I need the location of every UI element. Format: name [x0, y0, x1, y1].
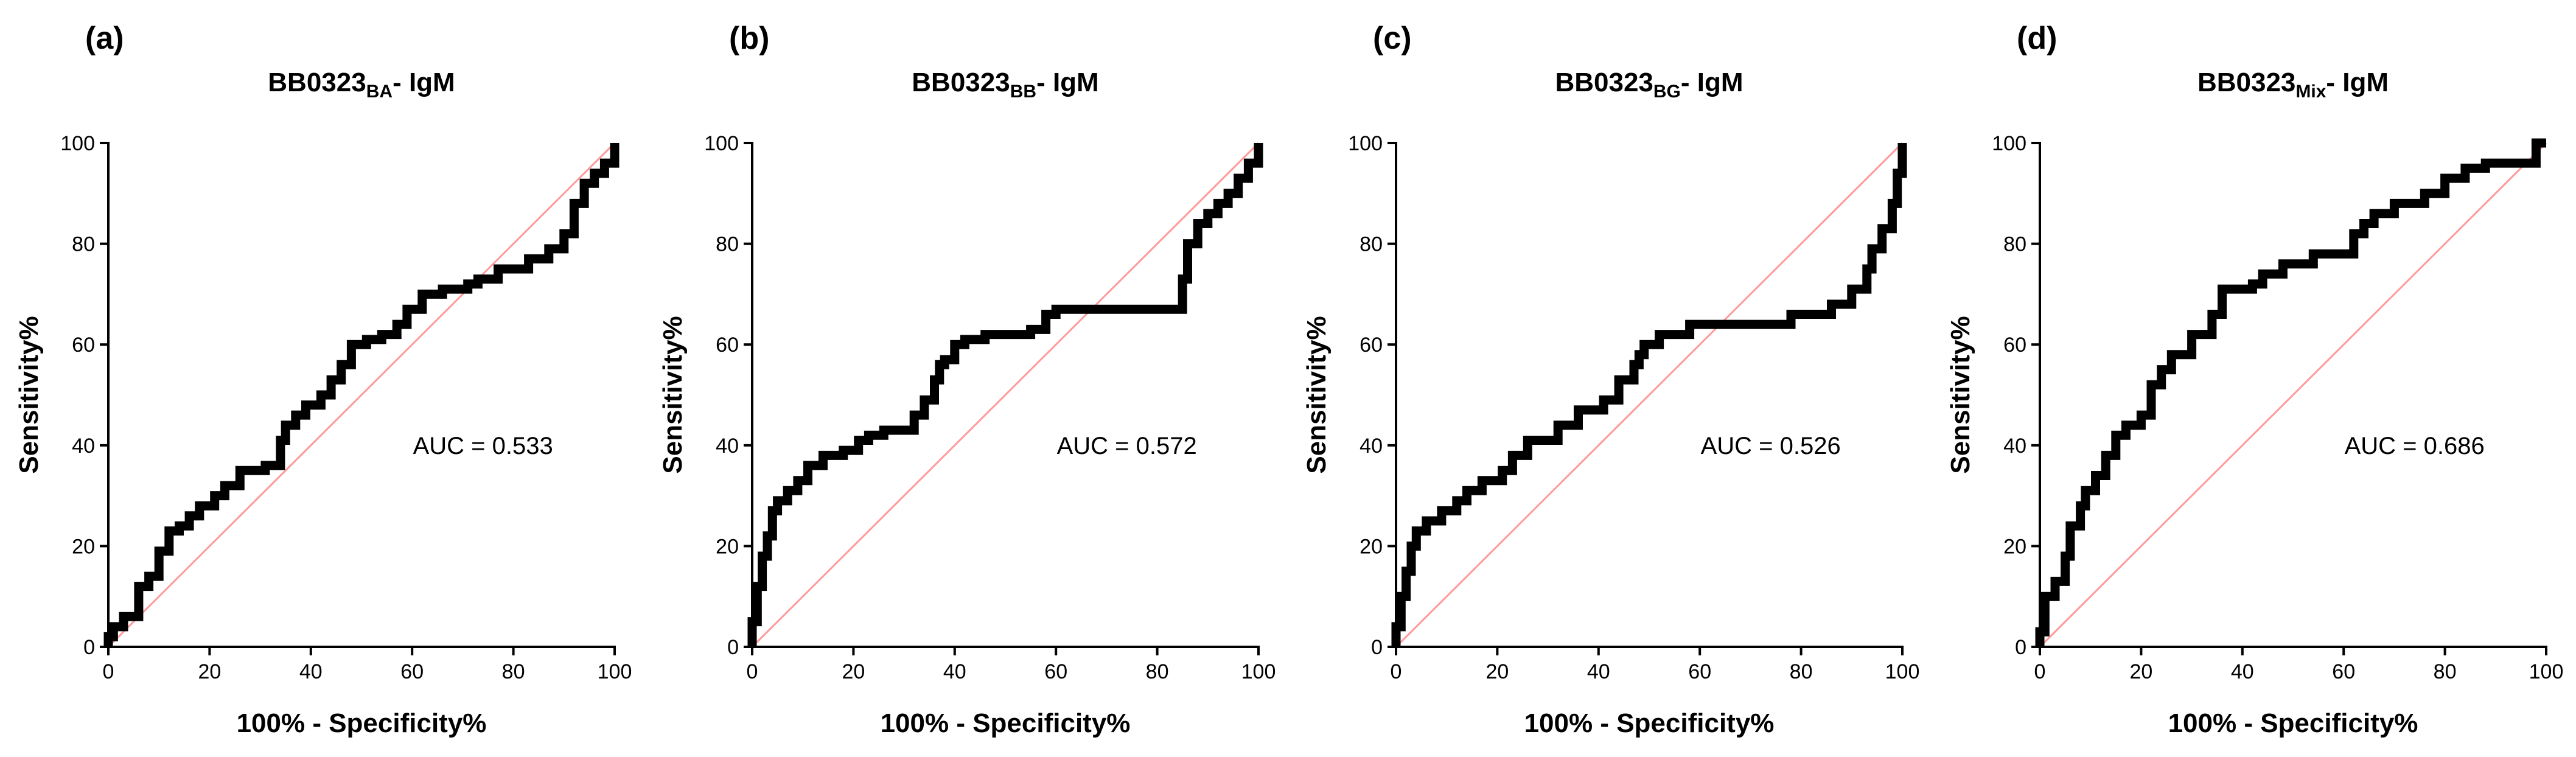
y-tick-label: 0 — [727, 636, 739, 659]
y-tick-label: 20 — [72, 535, 95, 558]
y-tick-label: 40 — [716, 434, 739, 458]
auc-annotation: AUC = 0.686 — [2345, 433, 2485, 459]
y-axis-title: Sensitivity% — [1302, 316, 1332, 473]
y-tick-label: 100 — [1348, 132, 1383, 155]
x-tick-label: 80 — [1146, 660, 1169, 683]
roc-panel-3: (c) BB0323BG- IgM 0 20 40 60 80 100 0 20 40 60 80 100… — [1302, 21, 1919, 738]
x-axis-title: 100% - Specificity% — [881, 708, 1131, 738]
x-tick-label: 100 — [598, 660, 632, 683]
auc-annotation: AUC = 0.572 — [1057, 433, 1197, 459]
y-tick-label: 0 — [1371, 636, 1383, 659]
x-tick-label: 20 — [198, 660, 221, 683]
y-tick-label: 60 — [2003, 333, 2026, 357]
reference-diagonal-line — [107, 142, 616, 648]
y-tick-label: 80 — [72, 233, 95, 256]
chart-title-prefix: BB0323 — [268, 68, 366, 97]
y-tick-label: 40 — [2003, 434, 2026, 458]
x-tick-label: 60 — [1044, 660, 1067, 683]
y-tick-label: 40 — [72, 434, 95, 458]
x-tick-label: 20 — [1485, 660, 1509, 683]
y-tick-label: 0 — [83, 636, 95, 659]
x-axis-title: 100% - Specificity% — [1524, 708, 1775, 738]
reference-diagonal-line — [751, 142, 1260, 648]
y-tick-label: 60 — [1360, 333, 1383, 357]
panel-label: (b) — [729, 21, 769, 56]
y-tick-label: 100 — [60, 132, 95, 155]
x-tick-label: 80 — [1790, 660, 1813, 683]
y-tick-label: 20 — [1360, 535, 1383, 558]
chart-title-subscript: BB — [1010, 82, 1036, 102]
x-tick-label: 0 — [747, 660, 758, 683]
roc-panel-2: (b) BB0323BB- IgM 0 20 40 60 80 100 0 20 40 60 80 100… — [658, 21, 1276, 738]
roc-panel-4: (d) BB0323Mix- IgM 0 20 40 60 80 100 0 20 40 60 80 10… — [1946, 21, 2563, 738]
x-tick-label: 100 — [1885, 660, 1920, 683]
roc-curve-line — [747, 143, 1263, 647]
y-tick-label: 40 — [1360, 434, 1383, 458]
chart-title-suffix: - IgM — [393, 68, 455, 97]
y-tick-label: 60 — [716, 333, 739, 357]
x-tick-label: 40 — [2231, 660, 2254, 683]
x-tick-label: 80 — [2434, 660, 2457, 683]
x-tick-label: 40 — [943, 660, 966, 683]
x-tick-label: 100 — [1241, 660, 1276, 683]
chart-title: BB0323BA- IgM — [268, 68, 455, 102]
chart-title-prefix: BB0323 — [1555, 68, 1653, 97]
x-tick-label: 0 — [1391, 660, 1402, 683]
y-tick-label: 0 — [2015, 636, 2026, 659]
y-tick-label: 60 — [72, 333, 95, 357]
chart-title-suffix: - IgM — [2326, 68, 2389, 97]
x-axis-title: 100% - Specificity% — [237, 708, 487, 738]
y-axis-title: Sensitivity% — [1946, 316, 1975, 473]
panel-label: (a) — [85, 21, 124, 56]
y-tick-label: 80 — [1360, 233, 1383, 256]
x-tick-label: 60 — [400, 660, 424, 683]
y-tick-label: 80 — [2003, 233, 2026, 256]
panel-label: (c) — [1373, 21, 1412, 56]
roc-panel-1: (a) BB0323BA- IgM 0 20 40 60 80 100 0 20 40 60 80 100… — [14, 21, 632, 738]
chart-title-subscript: BA — [366, 82, 393, 102]
y-tick-label: 20 — [716, 535, 739, 558]
x-axis-title: 100% - Specificity% — [2168, 708, 2418, 738]
chart-title: BB0323Mix- IgM — [2197, 68, 2389, 102]
y-axis-title: Sensitivity% — [658, 316, 688, 473]
y-tick-label: 100 — [1992, 132, 2026, 155]
chart-title-suffix: - IgM — [1681, 68, 1744, 97]
roc-curve-line — [103, 143, 620, 647]
roc-curve-line — [2035, 138, 2546, 647]
y-tick-label: 100 — [704, 132, 739, 155]
auc-annotation: AUC = 0.533 — [413, 433, 553, 459]
x-tick-label: 40 — [1587, 660, 1610, 683]
roc-curve-line — [1391, 143, 1907, 647]
x-tick-label: 20 — [2129, 660, 2152, 683]
chart-title-suffix: - IgM — [1036, 68, 1099, 97]
x-tick-label: 20 — [842, 660, 865, 683]
y-axis-title: Sensitivity% — [14, 316, 44, 473]
y-tick-label: 20 — [2003, 535, 2026, 558]
reference-diagonal-line — [1395, 142, 1904, 648]
chart-title: BB0323BB- IgM — [912, 68, 1098, 102]
x-tick-label: 0 — [103, 660, 114, 683]
x-tick-label: 80 — [502, 660, 525, 683]
chart-title: BB0323BG- IgM — [1555, 68, 1743, 102]
x-tick-label: 100 — [2529, 660, 2564, 683]
chart-title-subscript: BG — [1653, 82, 1681, 102]
chart-title-prefix: BB0323 — [912, 68, 1010, 97]
y-tick-label: 80 — [716, 233, 739, 256]
reference-diagonal-line — [2039, 142, 2547, 648]
chart-title-prefix: BB0323 — [2197, 68, 2295, 97]
x-tick-label: 40 — [299, 660, 323, 683]
chart-title-subscript: Mix — [2295, 82, 2326, 102]
panel-label: (d) — [2017, 21, 2057, 56]
auc-annotation: AUC = 0.526 — [1701, 433, 1841, 459]
x-tick-label: 60 — [1688, 660, 1711, 683]
x-tick-label: 60 — [2332, 660, 2355, 683]
x-tick-label: 0 — [2034, 660, 2046, 683]
